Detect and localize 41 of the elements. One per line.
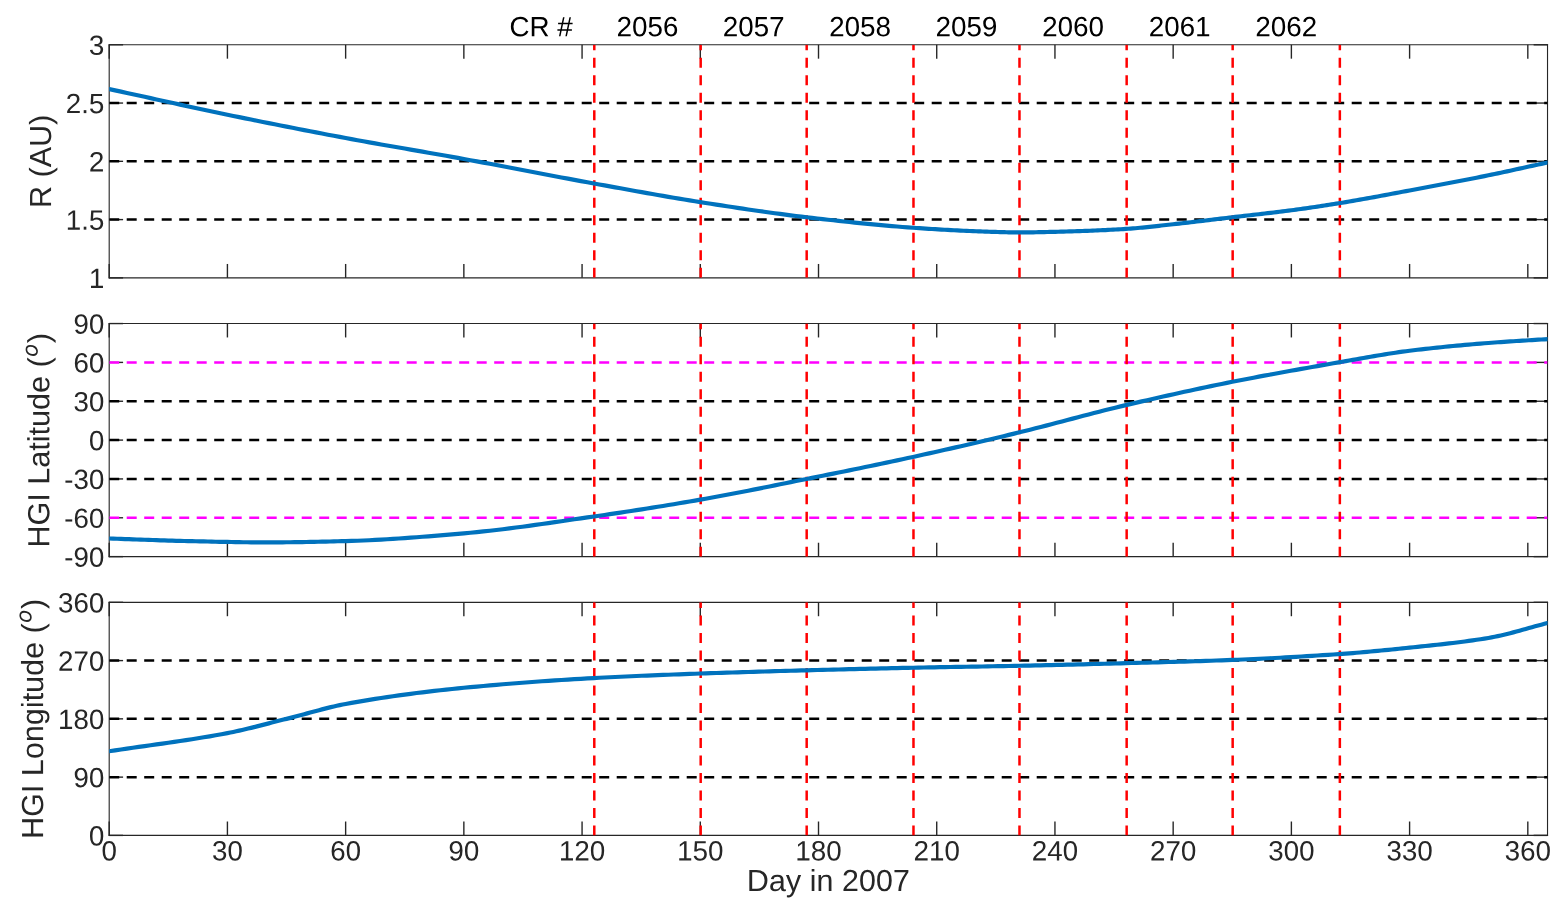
- y-tick-label: -30: [65, 469, 104, 490]
- y-tick-label: 360: [59, 592, 104, 613]
- text: 2060: [1043, 16, 1103, 37]
- x-tick-label: 180: [797, 840, 841, 861]
- x-tick-label: 120: [561, 840, 605, 861]
- y-axis-title: HGI Longitude ($^{o}$): [19, 600, 50, 837]
- y-tick-label: -60: [65, 508, 104, 529]
- x-tick-label: 60: [331, 840, 360, 861]
- y-tick-label: 90: [74, 314, 104, 334]
- x-tick-label: 240: [1033, 840, 1078, 861]
- y-axis-title: HGI Latitude ($^{o}$): [25, 334, 56, 545]
- text: 2057: [724, 16, 784, 37]
- y-axis-title: R (AU): [28, 116, 58, 206]
- y-tick-label: 30: [74, 391, 104, 412]
- x-tick-label: 90: [449, 840, 479, 861]
- x-tick-label: 270: [1151, 840, 1196, 861]
- y-tick-label: 2.5: [67, 93, 104, 114]
- text: 2061: [1150, 16, 1210, 37]
- x-tick-label: 360: [1505, 840, 1550, 861]
- text: 2058: [830, 16, 890, 37]
- y-tick-label: 60: [74, 353, 104, 373]
- y-tick-label: 3: [89, 35, 104, 56]
- x-axis-title: Day in 2007: [749, 868, 909, 898]
- y-tick-label: 1.5: [67, 210, 104, 230]
- text: 2059: [936, 16, 997, 37]
- x-tick-label: 210: [914, 840, 959, 861]
- x-tick-label: 150: [679, 840, 723, 861]
- text: CR #: [510, 16, 573, 37]
- y-tick-label: 180: [60, 709, 104, 730]
- text: 2056: [617, 16, 678, 37]
- y-tick-label: -90: [65, 547, 104, 567]
- y-tick-label: 1: [91, 268, 103, 288]
- y-tick-label: 0: [89, 826, 104, 846]
- y-tick-label: 0: [89, 430, 104, 451]
- y-tick-label: 90: [74, 767, 104, 788]
- x-tick-label: 330: [1387, 840, 1432, 861]
- x-tick-label: 30: [213, 840, 242, 861]
- y-tick-label: 2: [90, 151, 103, 172]
- x-tick-label: 300: [1269, 840, 1314, 861]
- y-tick-label: 270: [59, 651, 104, 671]
- text: 2062: [1256, 16, 1316, 37]
